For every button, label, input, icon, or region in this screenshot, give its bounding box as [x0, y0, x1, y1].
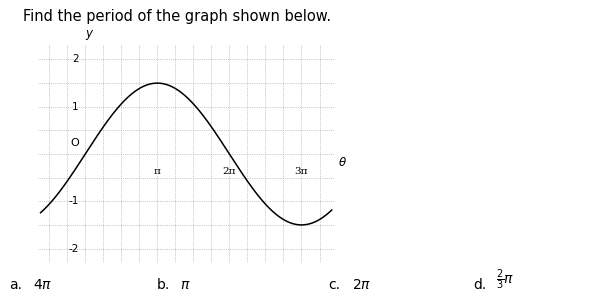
Text: 3π: 3π: [295, 167, 309, 176]
Text: d.: d.: [473, 278, 486, 292]
Text: $\frac{2}{3}\pi$: $\frac{2}{3}\pi$: [496, 267, 515, 291]
Text: $y$: $y$: [85, 27, 95, 41]
Text: $π$: $π$: [180, 278, 191, 292]
Text: π: π: [154, 167, 161, 176]
Text: $2π$: $2π$: [352, 278, 371, 292]
Text: O: O: [70, 138, 79, 148]
Text: $4π$: $4π$: [33, 278, 52, 292]
Text: c.: c.: [328, 278, 340, 292]
Text: Find the period of the graph shown below.: Find the period of the graph shown below…: [23, 9, 332, 24]
Text: 2π: 2π: [223, 167, 236, 176]
Text: b.: b.: [157, 278, 170, 292]
Text: 1: 1: [72, 102, 79, 112]
Text: a.: a.: [9, 278, 22, 292]
Text: 2: 2: [72, 54, 79, 65]
Text: -1: -1: [69, 196, 79, 206]
Text: -2: -2: [69, 243, 79, 254]
Text: $\theta$: $\theta$: [338, 156, 347, 169]
